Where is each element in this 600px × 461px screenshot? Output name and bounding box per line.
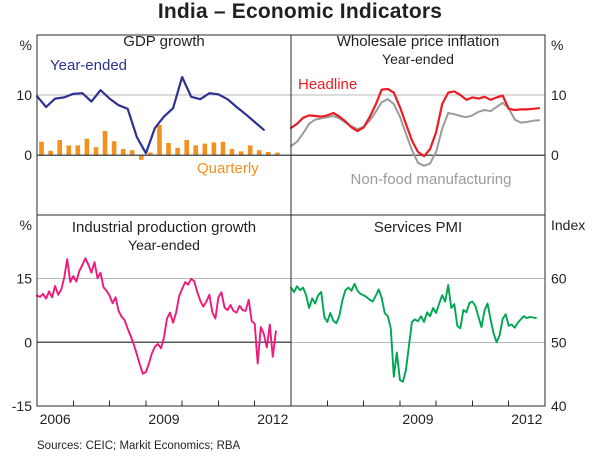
source-note: Sources: CEIC; Markit Economics; RBA	[37, 440, 241, 452]
bar-quarterly	[75, 145, 81, 155]
x-axis-label: 2009	[148, 411, 179, 427]
series-line-non-food-manufacturing	[290, 98, 540, 167]
bar-quarterly	[84, 138, 90, 155]
bar-quarterly	[93, 147, 99, 155]
y-axis-label: 40	[551, 398, 567, 414]
bar-quarterly	[120, 149, 126, 155]
series-label-wpi-headline: Headline	[298, 76, 358, 93]
series-line-headline	[289, 87, 541, 158]
bar-quarterly	[157, 125, 162, 155]
series-line-year-ended	[36, 257, 277, 375]
x-axis-label: 2009	[402, 411, 433, 427]
y-axis-label: 0	[24, 147, 32, 163]
y-axis-label: 10	[551, 87, 567, 103]
y-axis-label: 10	[16, 87, 32, 103]
y-axis-label: 60	[551, 271, 567, 287]
bar-quarterly	[39, 141, 44, 155]
y-axis-label: 0	[24, 334, 32, 350]
y-axis-label: 15	[16, 271, 32, 287]
series-line-services-pmi	[290, 282, 537, 383]
axis-unit-label: %	[551, 37, 563, 53]
page-title: India – Economic Indicators	[157, 0, 443, 23]
bar-quarterly	[48, 150, 53, 155]
bar-quarterly	[139, 155, 144, 160]
axis-unit-label: %	[20, 37, 32, 53]
y-axis-label: 50	[551, 334, 567, 350]
panel-border	[36, 34, 546, 407]
y-axis-label: 0	[551, 147, 559, 163]
bar-quarterly	[166, 143, 171, 155]
bar-quarterly	[211, 142, 217, 155]
bar-quarterly	[275, 152, 280, 155]
series-label-wpi-non-food-manufacturing: Non-food manufacturing	[350, 171, 512, 188]
bar-quarterly	[175, 147, 180, 155]
panel-subtitle-year-ended-wpi: Year-ended	[382, 51, 454, 67]
bar-quarterly	[57, 140, 62, 155]
series-label-gdp-quarterly: Quarterly	[197, 160, 259, 177]
bar-quarterly	[102, 131, 108, 155]
panel-title-industrial-production-growth: Industrial production growth	[71, 219, 257, 236]
panel-title-services-pmi: Services PMI	[373, 219, 463, 236]
bar-quarterly	[148, 152, 153, 155]
bar-quarterly	[111, 141, 117, 155]
bar-quarterly	[229, 149, 235, 155]
bar-quarterly	[247, 145, 253, 155]
bar-quarterly	[256, 150, 262, 155]
x-axis-label: 2012	[511, 411, 542, 427]
bar-quarterly	[238, 151, 244, 155]
bar-quarterly	[184, 140, 189, 155]
series-label-gdp-year-ended: Year-ended	[50, 57, 128, 74]
bar-quarterly	[266, 152, 271, 155]
axis-unit-label: %	[20, 217, 32, 233]
bar-quarterly	[193, 145, 198, 155]
series-line-year-ended	[35, 75, 265, 155]
x-axis-label: 2006	[40, 411, 71, 427]
bar-quarterly	[66, 145, 72, 155]
panel-subtitle-year-ended-ip: Year-ended	[128, 237, 200, 253]
y-axis-label: -15	[12, 398, 32, 414]
x-axis-label: 2012	[257, 411, 288, 427]
bar-quarterly	[129, 150, 135, 155]
panel-title-wholesale-price-inflation: Wholesale price inflation	[336, 33, 500, 50]
panel-title-gdp-growth: GDP growth	[123, 33, 205, 50]
axis-unit-label: Index	[551, 217, 585, 233]
bar-quarterly	[220, 141, 226, 155]
bar-quarterly	[202, 143, 208, 155]
